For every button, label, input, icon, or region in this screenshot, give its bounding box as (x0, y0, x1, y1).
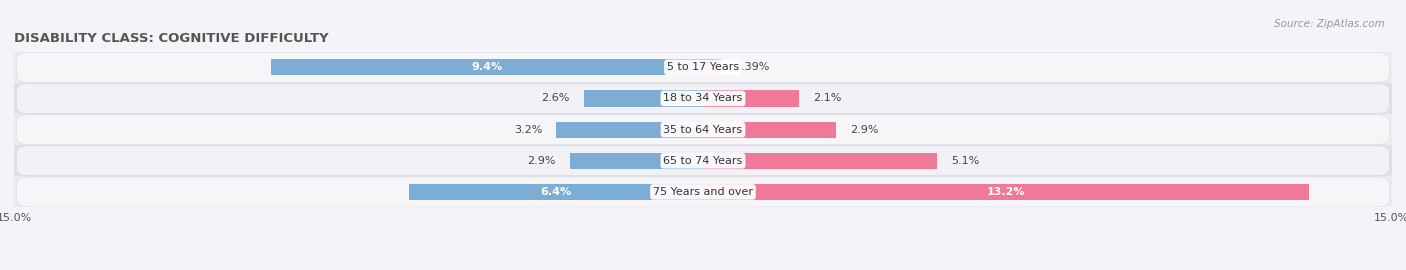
Bar (14, 83, 1392, 114)
FancyBboxPatch shape (14, 145, 1392, 177)
Text: 65 to 74 Years: 65 to 74 Years (664, 156, 742, 166)
FancyBboxPatch shape (14, 176, 1392, 208)
Text: 75 Years and over: 75 Years and over (652, 187, 754, 197)
FancyBboxPatch shape (17, 177, 1389, 207)
FancyBboxPatch shape (14, 114, 1392, 146)
Text: 13.2%: 13.2% (987, 187, 1025, 197)
Bar (14, 114, 1392, 145)
Text: 9.4%: 9.4% (471, 62, 503, 72)
Bar (703, 122, 837, 138)
FancyBboxPatch shape (14, 51, 1392, 83)
Bar (703, 153, 938, 169)
Text: Source: ZipAtlas.com: Source: ZipAtlas.com (1274, 19, 1385, 29)
Text: 5 to 17 Years: 5 to 17 Years (666, 62, 740, 72)
Text: 0.39%: 0.39% (735, 62, 770, 72)
FancyBboxPatch shape (17, 115, 1389, 144)
FancyBboxPatch shape (17, 52, 1389, 82)
Bar (569, 153, 703, 169)
Text: 6.4%: 6.4% (540, 187, 572, 197)
Bar (703, 90, 800, 107)
Text: 35 to 64 Years: 35 to 64 Years (664, 124, 742, 135)
Bar (409, 184, 703, 200)
Text: 2.9%: 2.9% (527, 156, 555, 166)
Text: 2.9%: 2.9% (851, 124, 879, 135)
Text: 2.6%: 2.6% (541, 93, 569, 103)
Text: 3.2%: 3.2% (513, 124, 543, 135)
Bar (14, 176, 1392, 207)
Bar (703, 59, 721, 75)
Bar (14, 145, 1392, 176)
Bar (703, 184, 1309, 200)
Bar (583, 90, 703, 107)
Bar (271, 59, 703, 75)
FancyBboxPatch shape (17, 83, 1389, 113)
Bar (555, 122, 703, 138)
Text: DISABILITY CLASS: COGNITIVE DIFFICULTY: DISABILITY CLASS: COGNITIVE DIFFICULTY (14, 32, 329, 45)
FancyBboxPatch shape (17, 146, 1389, 176)
Text: 2.1%: 2.1% (813, 93, 842, 103)
Bar (14, 52, 1392, 83)
Text: 5.1%: 5.1% (950, 156, 979, 166)
FancyBboxPatch shape (14, 83, 1392, 114)
Text: 18 to 34 Years: 18 to 34 Years (664, 93, 742, 103)
